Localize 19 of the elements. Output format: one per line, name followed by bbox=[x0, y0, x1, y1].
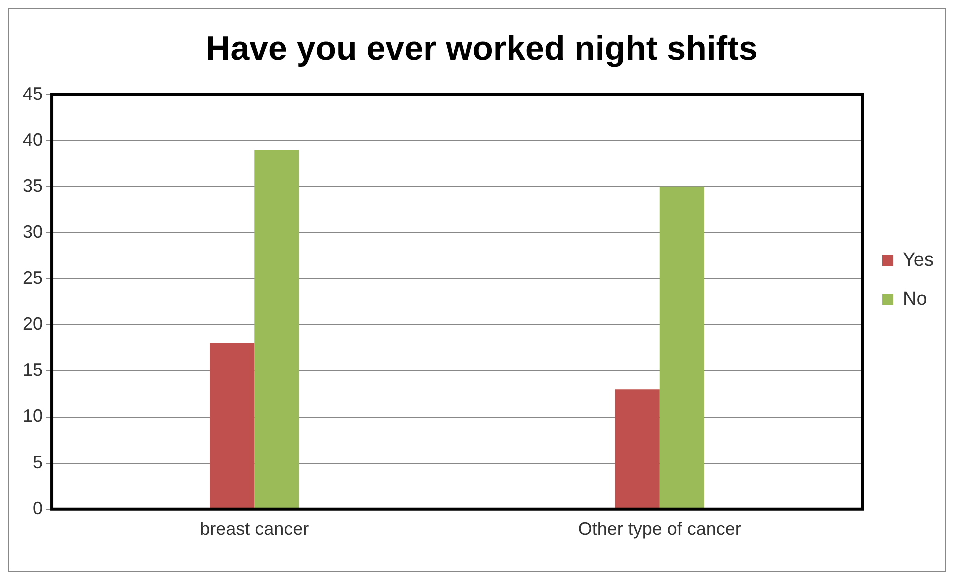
y-tick-label: 20 bbox=[22, 314, 44, 334]
bar bbox=[615, 390, 660, 509]
y-tick-label: 30 bbox=[22, 222, 44, 242]
y-tick-label: 40 bbox=[22, 130, 44, 150]
bar bbox=[254, 150, 300, 509]
legend-label: Yes bbox=[903, 250, 934, 272]
bar bbox=[210, 344, 255, 509]
y-tick-label: 15 bbox=[22, 360, 44, 380]
y-tick-label: 5 bbox=[33, 452, 44, 472]
bar bbox=[660, 186, 704, 509]
y-tick-label: 25 bbox=[22, 268, 44, 288]
x-tick-label: breast cancer bbox=[200, 519, 310, 540]
y-tick-label: 10 bbox=[22, 406, 44, 426]
x-tick-label: Other type of cancer bbox=[578, 519, 742, 540]
y-tick-label: 45 bbox=[22, 84, 44, 104]
y-tick-label: 35 bbox=[22, 176, 44, 196]
chart-title: Have you ever worked night shifts bbox=[206, 30, 758, 68]
legend-label: No bbox=[903, 289, 928, 310]
y-tick-label: 0 bbox=[33, 498, 44, 518]
